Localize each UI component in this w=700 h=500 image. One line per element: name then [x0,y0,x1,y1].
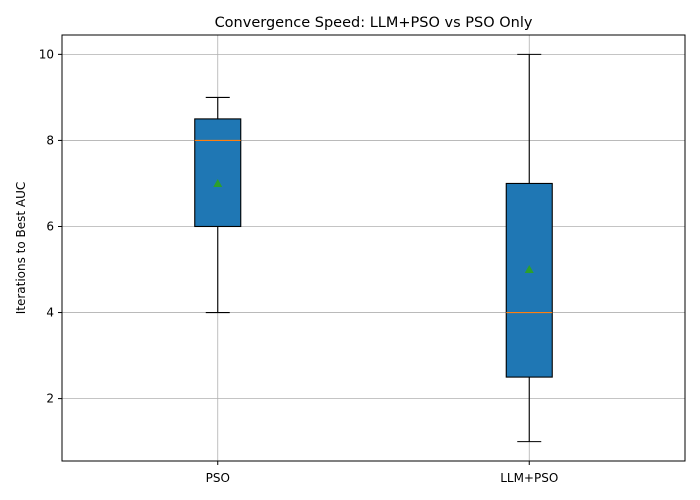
box-llm-pso [505,182,553,378]
y-tick-label: 2 [46,392,54,406]
mean-marker [213,178,223,187]
plot-area: 2 4 6 8 10 PSO LLM+PSO [39,34,686,485]
mean-marker [524,265,534,274]
y-axis-label: Iterations to Best AUC [14,182,28,315]
y-tick-label: 4 [46,306,54,320]
x-tick-label: PSO [206,471,230,485]
axes-frame [61,34,686,462]
box-pso [194,118,242,228]
y-tick-label: 10 [39,47,54,61]
chart-title: Convergence Speed: LLM+PSO vs PSO Only [215,15,533,31]
x-tick-label: LLM+PSO [500,471,558,485]
y-tick-label: 8 [46,133,54,147]
y-tick-label: 6 [46,219,54,233]
